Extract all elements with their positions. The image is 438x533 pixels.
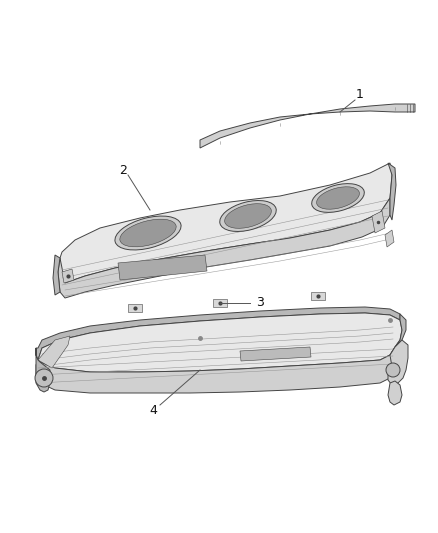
Ellipse shape <box>115 216 181 250</box>
Polygon shape <box>38 336 70 368</box>
Polygon shape <box>372 211 385 233</box>
Ellipse shape <box>220 200 276 231</box>
Text: 3: 3 <box>256 296 264 310</box>
Ellipse shape <box>225 204 272 228</box>
Polygon shape <box>311 292 325 300</box>
Polygon shape <box>60 163 392 283</box>
Polygon shape <box>38 313 402 372</box>
Text: 4: 4 <box>149 403 157 416</box>
Polygon shape <box>58 198 390 298</box>
Polygon shape <box>36 347 395 393</box>
Polygon shape <box>388 163 396 220</box>
Ellipse shape <box>312 184 364 212</box>
Polygon shape <box>62 269 74 283</box>
Polygon shape <box>388 381 402 405</box>
Polygon shape <box>395 314 406 347</box>
Polygon shape <box>53 255 60 295</box>
Polygon shape <box>388 340 408 385</box>
Ellipse shape <box>386 363 400 377</box>
Polygon shape <box>118 255 207 280</box>
Ellipse shape <box>120 219 176 247</box>
Polygon shape <box>240 347 311 361</box>
Polygon shape <box>128 304 142 312</box>
Polygon shape <box>36 348 50 392</box>
Ellipse shape <box>317 187 360 209</box>
Text: 1: 1 <box>356 88 364 101</box>
Text: 2: 2 <box>119 164 127 176</box>
Ellipse shape <box>35 369 53 387</box>
Polygon shape <box>385 230 394 247</box>
Polygon shape <box>200 104 415 148</box>
Polygon shape <box>213 299 227 307</box>
Polygon shape <box>36 307 400 360</box>
